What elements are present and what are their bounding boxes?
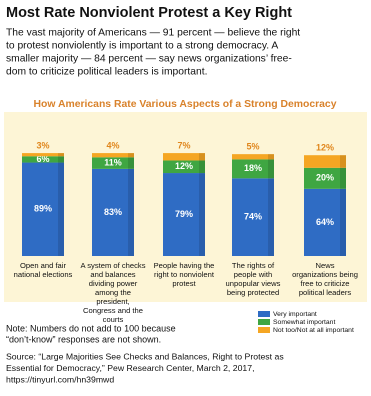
value-label: 74%: [244, 212, 262, 222]
bar-segment: [22, 153, 64, 157]
bar-segment: [92, 157, 134, 169]
bar-segment: [163, 153, 205, 161]
bar-shade: [199, 160, 205, 174]
note-line: “don’t-know” responses are not shown.: [6, 334, 161, 344]
bar-shade: [199, 153, 205, 161]
bar-segment: [92, 168, 134, 256]
value-label: 12%: [175, 161, 193, 171]
note-line: Note: Numbers do not add to 100 because: [6, 323, 176, 333]
source-line: Source: “Large Majorities See Checks and…: [6, 351, 284, 361]
bar-segment: [92, 153, 134, 158]
value-label: 89%: [34, 204, 52, 214]
bar-shade: [128, 157, 134, 169]
bar-shade: [268, 154, 274, 160]
bar-shade: [128, 168, 134, 256]
value-label: 4%: [106, 140, 119, 150]
category-label: Open and fair national elections: [13, 261, 73, 279]
value-label: 79%: [175, 209, 193, 219]
bar-segment: [22, 162, 64, 256]
category-label: The rights of people with unpopular view…: [225, 261, 281, 297]
legend-label: Somewhat important: [273, 319, 335, 326]
bar-segment: [232, 159, 274, 179]
legend-swatch: [258, 311, 270, 317]
category-label: News organizations being free to critici…: [292, 261, 358, 297]
legend-swatch: [258, 319, 270, 325]
bar-shade: [268, 178, 274, 256]
legend-label: Not too/Not at all important: [273, 327, 354, 334]
bar-segment: [232, 178, 274, 256]
value-label: 3%: [36, 140, 49, 150]
value-label: 83%: [104, 207, 122, 217]
bar-shade: [128, 153, 134, 158]
value-label: 6%: [36, 154, 49, 164]
value-label: 5%: [246, 142, 259, 152]
bar-segment: [304, 155, 346, 168]
bar-segment: [22, 156, 64, 163]
intro-line: smaller majority — 84 percent — say news…: [6, 54, 292, 65]
chart-title: Most Rate Nonviolent Protest a Key Right: [6, 5, 292, 21]
bar-segment: [163, 173, 205, 256]
category-label: A system of checks and balances dividing…: [80, 261, 146, 324]
intro-line: The vast majority of Americans — 91 perc…: [6, 28, 300, 39]
legend-swatch: [258, 327, 270, 333]
value-label: 12%: [316, 143, 334, 153]
category-label: People having the right to nonviolent pr…: [153, 261, 215, 288]
legend-label: Very important: [273, 311, 317, 318]
bar-shade: [340, 188, 346, 256]
bar-shade: [340, 155, 346, 168]
bar-segment: [304, 167, 346, 189]
value-label: 18%: [244, 163, 262, 173]
bar-shade: [58, 156, 64, 163]
source-line: Essential for Democracy,” Pew Research C…: [6, 363, 255, 373]
source-line: https://tinyurl.com/hn39mwd: [6, 374, 114, 384]
bar-shade: [58, 153, 64, 157]
chart-subtitle: How Americans Rate Various Aspects of a …: [34, 99, 337, 110]
value-label: 7%: [177, 140, 190, 150]
bar-shade: [58, 162, 64, 256]
bar-segment: [304, 188, 346, 256]
value-label: 64%: [316, 217, 334, 227]
value-label: 11%: [104, 157, 122, 167]
intro-line: to protest nonviolently is important to …: [6, 41, 278, 52]
bar-shade: [199, 173, 205, 256]
value-label: 20%: [316, 173, 334, 183]
bar-segment: [232, 154, 274, 160]
bar-segment: [163, 160, 205, 174]
bar-shade: [268, 159, 274, 179]
bar-shade: [340, 167, 346, 189]
intro-line: dom to criticize political leaders is im…: [6, 67, 207, 78]
